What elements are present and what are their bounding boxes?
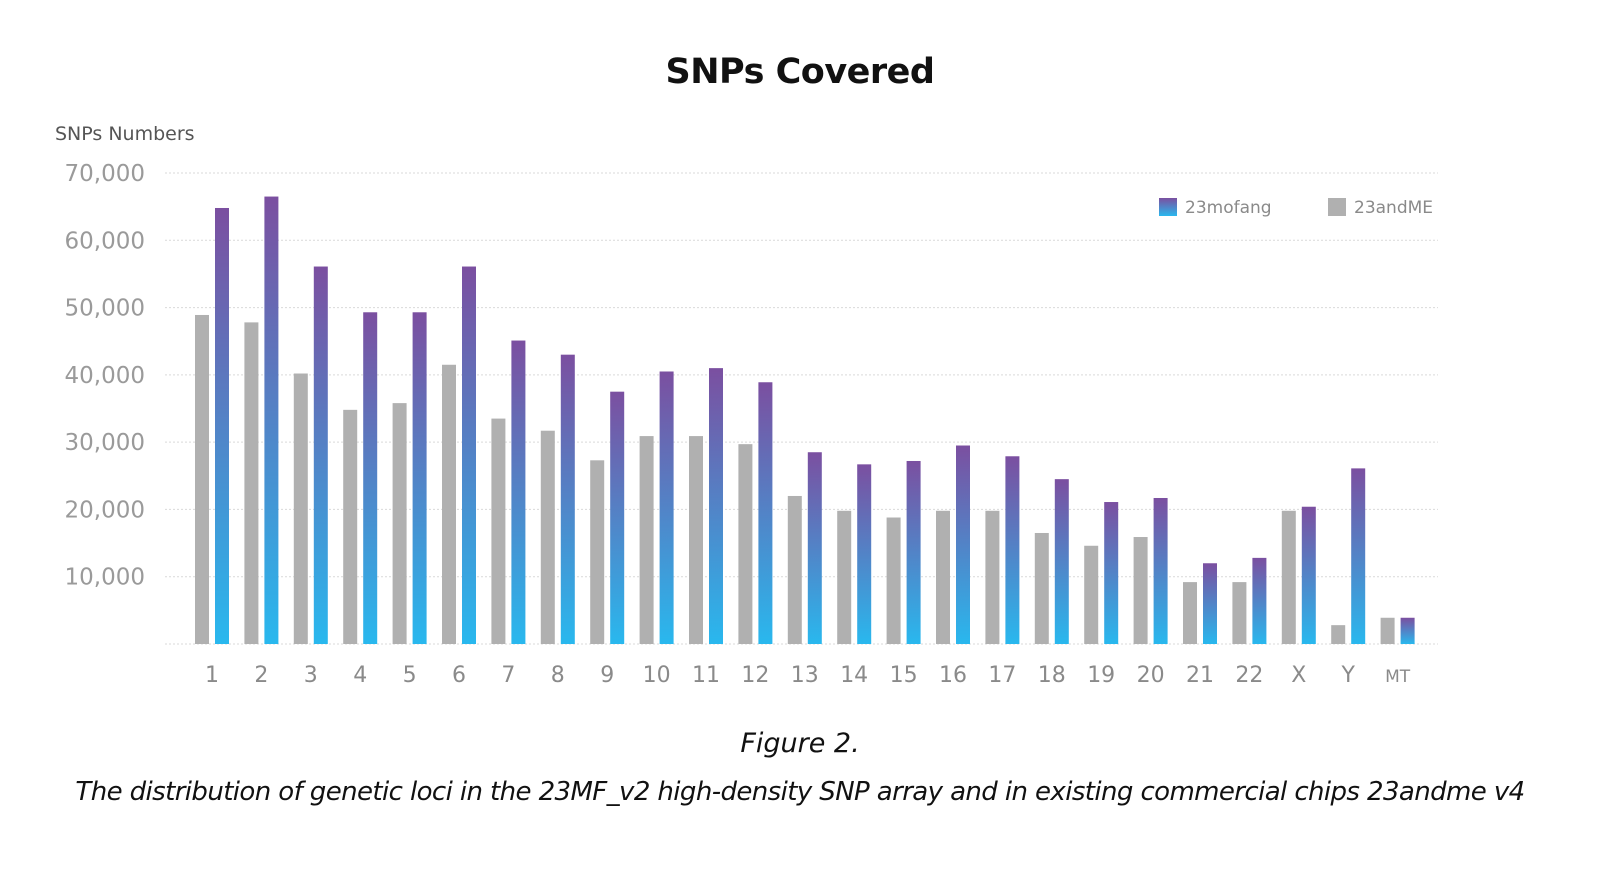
legend-swatch-23mofang <box>1159 198 1177 216</box>
bar-23andme-4 <box>343 409 358 644</box>
bar-23andme-5 <box>392 403 407 644</box>
bar-23mofang-2 <box>264 196 279 645</box>
bar-23mofang-19 <box>1104 502 1119 644</box>
y-tick-label: 50,000 <box>65 296 145 322</box>
bar-23mofang-10 <box>659 371 674 644</box>
bar-23andme-1 <box>195 314 209 644</box>
bar-23andme-11 <box>689 436 703 644</box>
bar-23andme-21 <box>1183 582 1197 644</box>
bar-23mofang-20 <box>1153 497 1168 644</box>
bar-23mofang-14 <box>857 464 872 644</box>
figure-caption-label: Figure 2. <box>740 728 860 759</box>
bar-23andme-14 <box>837 510 852 644</box>
x-tick-label-13: 13 <box>791 663 819 688</box>
bar-23mofang-15 <box>906 460 921 644</box>
x-tick-label-8: 8 <box>551 663 565 688</box>
x-tick-labels: 1 2 3 4 5 6 7 8 9 10 11 12 13 14 15 16 17 18 19 20 21 22 X Y MT <box>205 663 1411 688</box>
bar-23mofang-17 <box>1005 456 1020 644</box>
bar-23mofang-13 <box>807 452 822 644</box>
bar-23mofang-9 <box>610 391 625 644</box>
x-tick-label-1: 1 <box>205 663 219 688</box>
bar-23mofang-21 <box>1203 563 1217 644</box>
x-tick-label-6: 6 <box>452 663 466 688</box>
bar-23andme-8 <box>540 430 555 644</box>
x-tick-label-22: 22 <box>1235 663 1263 688</box>
y-tick-label: 70,000 <box>65 161 145 187</box>
figure-caption-text: The distribution of genetic loci in the … <box>75 777 1525 807</box>
bar-23andme-12 <box>738 444 753 644</box>
x-tick-label-4: 4 <box>353 663 367 688</box>
bar-23andme-MT <box>1380 617 1395 644</box>
x-tick-label-15: 15 <box>890 663 918 688</box>
bar-23andme-17 <box>985 510 1000 644</box>
x-tick-label-5: 5 <box>403 663 417 688</box>
x-tick-label-14: 14 <box>840 663 868 688</box>
bar-23andme-20 <box>1133 537 1148 644</box>
x-tick-label-2: 2 <box>254 663 268 688</box>
legend-swatch-23andme <box>1328 198 1346 216</box>
bar-23mofang-Y <box>1351 468 1366 644</box>
bar-23andme-18 <box>1034 532 1049 644</box>
x-tick-label-X: X <box>1291 663 1306 688</box>
x-tick-label-21: 21 <box>1186 663 1214 688</box>
y-tick-label: 20,000 <box>65 497 145 523</box>
y-tick-label: 10,000 <box>65 565 145 591</box>
bar-23mofang-16 <box>956 445 970 644</box>
bar-23andme-15 <box>886 517 901 644</box>
chart-area: SNPs Numbers 10,000 20,000 30,000 40,000 50,… <box>55 123 1438 688</box>
bar-23mofang-7 <box>511 340 526 644</box>
bar-23andme-16 <box>936 510 950 644</box>
x-tick-label-17: 17 <box>988 663 1016 688</box>
legend-label-23andme: 23andME <box>1354 198 1433 218</box>
x-tick-label-16: 16 <box>939 663 967 688</box>
legend: 23mofang 23andME <box>1159 198 1433 218</box>
x-tick-label-7: 7 <box>501 663 515 688</box>
x-tick-label-19: 19 <box>1087 663 1115 688</box>
bar-23andme-3 <box>293 373 308 644</box>
y-tick-label: 30,000 <box>65 430 145 456</box>
bar-23mofang-8 <box>560 354 575 644</box>
x-tick-label-9: 9 <box>600 663 614 688</box>
bar-23andme-9 <box>590 460 605 644</box>
y-tick-label: 40,000 <box>65 363 145 389</box>
bars <box>195 196 1415 645</box>
legend-label-23mofang: 23mofang <box>1185 198 1272 218</box>
bar-23mofang-4 <box>363 312 378 644</box>
bar-23andme-13 <box>787 495 802 644</box>
x-tick-label-12: 12 <box>741 663 769 688</box>
bar-23mofang-3 <box>313 266 328 644</box>
bar-23mofang-5 <box>412 312 427 644</box>
bar-23mofang-18 <box>1054 479 1069 644</box>
bar-23mofang-MT <box>1400 617 1415 644</box>
x-tick-label-10: 10 <box>643 663 671 688</box>
bar-23andme-2 <box>244 322 259 644</box>
bar-23mofang-X <box>1301 506 1316 644</box>
bar-23andme-Y <box>1331 625 1346 644</box>
bar-23mofang-12 <box>758 382 773 644</box>
bar-23mofang-11 <box>709 368 723 644</box>
bar-23andme-7 <box>491 418 506 644</box>
x-tick-label-18: 18 <box>1038 663 1066 688</box>
bar-23mofang-6 <box>462 266 476 644</box>
x-tick-label-Y: Y <box>1340 663 1355 688</box>
bar-23andme-10 <box>639 436 654 644</box>
y-tick-label: 60,000 <box>65 228 145 254</box>
bar-23andme-X <box>1281 510 1296 644</box>
bar-23andme-22 <box>1232 582 1247 644</box>
bar-23mofang-1 <box>215 207 229 644</box>
x-tick-label-3: 3 <box>304 663 318 688</box>
chart-title: SNPs Covered <box>665 52 935 92</box>
y-tick-labels: 10,000 20,000 30,000 40,000 50,000 60,000 70,0… <box>65 161 145 591</box>
bar-23andme-6 <box>442 364 456 644</box>
bar-23mofang-22 <box>1252 557 1267 644</box>
x-tick-label-MT: MT <box>1385 667 1411 687</box>
y-axis-label: SNPs Numbers <box>55 123 195 145</box>
x-tick-label-20: 20 <box>1137 663 1165 688</box>
bar-23andme-19 <box>1084 545 1099 644</box>
x-tick-label-11: 11 <box>692 663 720 688</box>
